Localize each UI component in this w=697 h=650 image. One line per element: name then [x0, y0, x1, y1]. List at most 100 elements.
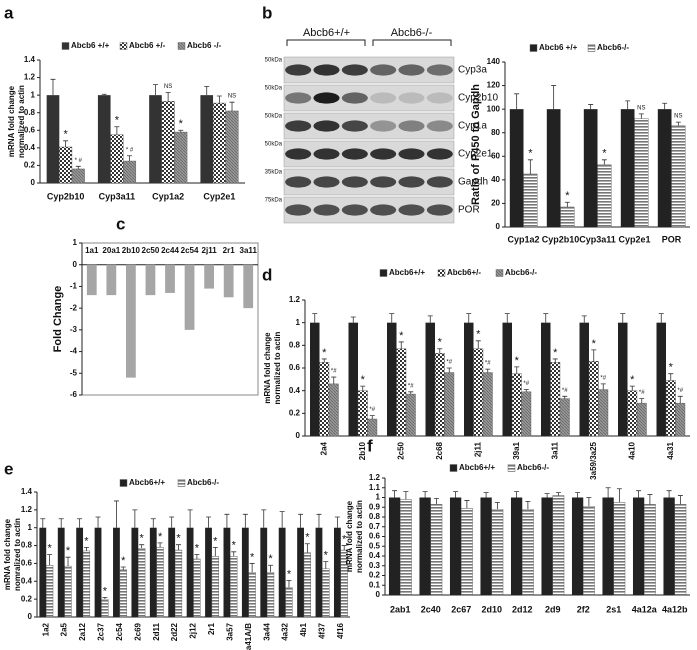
band-label: POR	[458, 205, 480, 216]
y-tick-label: 1	[296, 318, 301, 327]
bar	[113, 527, 120, 617]
bar	[260, 527, 268, 617]
bar	[620, 109, 635, 227]
y-tick-label: 1.1	[369, 483, 381, 492]
error-bar	[341, 545, 347, 551]
error-bar	[321, 358, 327, 363]
x-tick-label: 3a59/3a25	[589, 441, 598, 479]
error-bar	[298, 513, 304, 528]
bar	[583, 109, 598, 227]
y-axis-label: normalized to actin	[17, 85, 26, 158]
x-tick-label: 2c50	[142, 246, 160, 255]
y-tick-label: -4	[70, 347, 78, 356]
y-tick-label: 0	[496, 222, 501, 231]
legend-swatch	[119, 42, 128, 50]
bar	[101, 598, 109, 618]
significance-label: *	[158, 531, 163, 543]
bar	[634, 118, 649, 228]
bar	[57, 527, 65, 617]
bar	[184, 264, 195, 330]
bar	[509, 109, 524, 227]
significance-label: NS	[674, 114, 682, 120]
x-tick-label: 2b10	[358, 441, 367, 460]
y-tick-label: 0.8	[21, 541, 33, 550]
error-bar	[350, 316, 356, 323]
error-bar	[586, 497, 592, 507]
bar	[145, 264, 156, 296]
y-tick-label: 0.5	[369, 541, 381, 550]
blot-band	[398, 120, 425, 132]
marker-label: 50kDa	[265, 86, 283, 92]
x-tick-label: 2c54	[181, 246, 199, 255]
x-tick-label: 4a32	[281, 622, 290, 640]
error-bar	[638, 113, 644, 119]
x-tick-label: 4a31	[666, 441, 675, 459]
error-bar	[581, 315, 587, 323]
x-tick-label: 2a5	[60, 622, 69, 636]
bar	[322, 568, 330, 618]
legend-label: Abcb6+/+	[389, 268, 425, 277]
bar	[627, 390, 638, 437]
blot-strip	[283, 112, 455, 140]
significance-label: NS	[637, 105, 645, 111]
y-tick-label: 0.6	[369, 532, 381, 541]
bar	[46, 565, 54, 618]
error-bar	[504, 313, 510, 323]
y-tick-label: 0.4	[24, 143, 36, 152]
legend-swatch	[529, 44, 538, 52]
blot-band	[398, 92, 425, 104]
bar	[186, 527, 194, 617]
x-tick-label: 3a11	[550, 441, 559, 459]
bar	[223, 527, 231, 617]
y-tick-label: 0.2	[369, 571, 381, 580]
legend-swatch	[61, 42, 70, 50]
y-axis-label: Fold Change	[52, 286, 64, 353]
y-tick-label: 0.8	[369, 512, 381, 521]
y-axis-label: mRNA fold change	[3, 518, 12, 590]
bar	[482, 372, 493, 437]
y-axis-label: nomralized to actin	[13, 518, 22, 591]
blot-band	[398, 204, 425, 216]
band-label: Cyp2b10	[458, 93, 498, 104]
y-tick-label: 0.2	[21, 594, 33, 603]
error-bar	[75, 165, 81, 169]
y-tick-label: 40	[491, 175, 500, 184]
blot-band	[426, 148, 453, 160]
x-tick-label: Cyp2e1	[203, 191, 235, 201]
bar	[149, 95, 162, 183]
error-bar	[102, 596, 108, 600]
blot-strip	[283, 140, 455, 168]
error-bar	[334, 516, 340, 528]
legend-swatch	[379, 269, 388, 277]
bar	[430, 504, 443, 596]
y-tick-label: 0.4	[289, 386, 301, 395]
bar	[674, 504, 687, 596]
error-bar	[677, 395, 683, 404]
bar	[541, 322, 551, 436]
bar	[241, 527, 249, 617]
y-axis-label: mRNA fold change	[263, 332, 272, 404]
x-tick-label: 2a4	[319, 441, 328, 455]
blot-strip	[283, 56, 455, 84]
blot-band	[370, 176, 397, 188]
error-bar	[543, 313, 549, 323]
x-tick-label: 4a12a	[632, 604, 658, 614]
bar	[328, 383, 339, 437]
y-tick-label: -2	[70, 303, 78, 312]
bar	[444, 372, 455, 437]
legend-swatch	[587, 44, 596, 52]
error-bar	[77, 518, 83, 528]
error-bar	[629, 385, 635, 391]
significance-label: *	[476, 329, 481, 341]
error-bar	[369, 415, 375, 419]
legend-label: Abcb6 +/+	[71, 41, 110, 50]
x-tick-label: 2d9	[545, 604, 561, 614]
bar	[405, 393, 416, 437]
bar	[156, 547, 164, 618]
error-bar	[178, 129, 184, 133]
error-bar	[231, 551, 237, 557]
significance-label: *#	[331, 369, 337, 375]
significance-label: *	[121, 555, 126, 567]
error-bar	[268, 564, 274, 573]
error-bar	[525, 501, 531, 510]
